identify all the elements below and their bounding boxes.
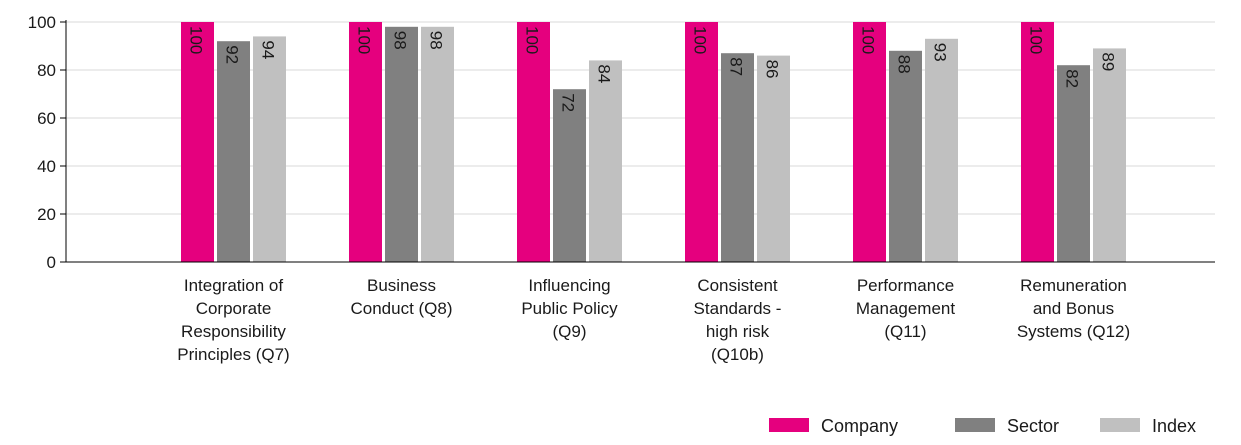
data-label: 93	[931, 43, 950, 62]
category-label: Integration of Corporate Responsibility Pri…	[177, 276, 289, 364]
bar-index	[1093, 48, 1126, 263]
category-labels: Integration of Corporate Responsibility Pri…	[177, 276, 1130, 364]
y-tick-label: 40	[37, 157, 56, 176]
bar-company	[1021, 22, 1054, 262]
data-label: 100	[355, 26, 374, 54]
bar-index	[925, 38, 958, 262]
data-label: 100	[523, 26, 542, 54]
bar-company	[853, 22, 886, 262]
bar-sector	[1057, 65, 1090, 262]
data-label: 100	[187, 26, 206, 54]
data-label: 100	[1027, 26, 1046, 54]
category-label-line: high risk	[706, 322, 770, 341]
data-label: 94	[259, 40, 278, 59]
category-label-line: Integration of	[184, 276, 284, 295]
bar-index	[253, 36, 286, 263]
data-label: 88	[895, 55, 914, 74]
bar-company	[685, 22, 718, 262]
bar-index	[589, 60, 622, 263]
y-tick-label: 100	[28, 13, 56, 32]
data-labels: 100 92 94 100 98 98 100 72 84 100 87 86 100 88 93 100 82…	[187, 26, 1118, 112]
category-label-line: Public Policy	[521, 299, 618, 318]
data-label: 98	[391, 31, 410, 50]
bar-sector	[553, 89, 586, 262]
category-label-line: Management	[856, 299, 956, 318]
category-label-line: Remuneration	[1020, 276, 1127, 295]
category-label-line: Systems (Q12)	[1017, 322, 1130, 341]
category-label: Business Conduct (Q8)	[350, 276, 452, 318]
bar-index	[757, 55, 790, 262]
data-label: 72	[559, 93, 578, 112]
category-label-line: Performance	[857, 276, 954, 295]
legend-label-sector: Sector	[1007, 416, 1059, 436]
y-tick-label: 80	[37, 61, 56, 80]
data-label: 100	[691, 26, 710, 54]
data-label: 100	[859, 26, 878, 54]
category-label: Influencing Public Policy (Q9)	[521, 276, 618, 341]
legend-label-company: Company	[821, 416, 898, 436]
bar-company	[517, 22, 550, 262]
data-label: 84	[595, 64, 614, 83]
category-label-line: Business	[367, 276, 436, 295]
data-label: 89	[1099, 52, 1118, 71]
data-label: 98	[427, 31, 446, 50]
category-label-line: Standards -	[694, 299, 782, 318]
bar-sector	[217, 41, 250, 263]
category-label-line: Influencing	[528, 276, 610, 295]
legend: Company Sector Index	[769, 416, 1196, 436]
legend-label-index: Index	[1152, 416, 1196, 436]
data-label: 82	[1063, 69, 1082, 88]
category-label-line: Conduct (Q8)	[350, 299, 452, 318]
data-label: 92	[223, 45, 242, 64]
category-label: Remuneration and Bonus Systems (Q12)	[1017, 276, 1130, 341]
bar-company	[349, 22, 382, 262]
bar-sector	[889, 50, 922, 262]
category-label-line: (Q11)	[884, 322, 926, 341]
bar-company	[181, 22, 214, 262]
bars	[181, 22, 1126, 263]
y-axis-ticks: 0 20 40 60 80 100	[28, 13, 66, 272]
category-label-line: Corporate	[196, 299, 272, 318]
legend-swatch-index	[1100, 418, 1140, 432]
y-tick-label: 60	[37, 109, 56, 128]
y-tick-label: 0	[47, 253, 56, 272]
data-label: 86	[763, 60, 782, 79]
legend-swatch-company	[769, 418, 809, 432]
category-label-line: and Bonus	[1033, 299, 1114, 318]
data-label: 87	[727, 57, 746, 76]
axes	[60, 20, 1215, 263]
category-label-line: Responsibility	[181, 322, 286, 341]
bar-sector	[721, 53, 754, 263]
category-label-line: (Q10b)	[711, 345, 764, 364]
bar-sector	[385, 26, 418, 262]
bar-index	[421, 26, 454, 262]
category-label-line: (Q9)	[553, 322, 587, 341]
category-label: Consistent Standards - high risk (Q10b)	[694, 276, 782, 364]
category-label-line: Principles (Q7)	[177, 345, 289, 364]
category-label-line: Consistent	[697, 276, 778, 295]
legend-swatch-sector	[955, 418, 995, 432]
y-tick-label: 20	[37, 205, 56, 224]
category-label: Performance Management (Q11)	[856, 276, 956, 341]
